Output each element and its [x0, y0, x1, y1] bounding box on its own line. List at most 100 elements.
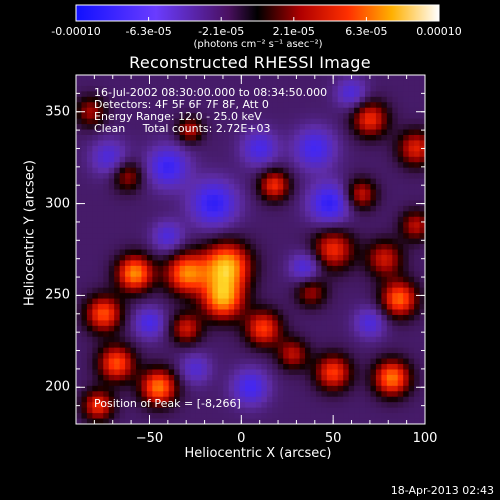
heatmap-cell	[386, 156, 393, 163]
heatmap-cell	[135, 358, 142, 365]
heatmap-cell	[305, 413, 311, 420]
heatmap-cell	[234, 293, 241, 300]
heatmap-cell	[337, 244, 344, 250]
heatmap-cell	[255, 129, 262, 136]
heatmap-cell	[135, 374, 142, 381]
heatmap-cell	[239, 211, 246, 218]
heatmap-cell	[294, 222, 301, 229]
heatmap-cell	[403, 391, 410, 398]
heatmap-cell	[370, 173, 377, 180]
heatmap-cell	[392, 254, 399, 261]
heatmap-cell	[76, 211, 82, 218]
heatmap-cell	[157, 75, 164, 81]
heatmap-cell	[261, 194, 268, 201]
heatmap-cell	[223, 173, 230, 180]
heatmap-cell	[179, 358, 186, 365]
heatmap-cell	[234, 276, 241, 283]
heatmap-cell	[119, 254, 126, 261]
heatmap-cell	[321, 107, 328, 114]
heatmap-cell	[332, 96, 339, 103]
heatmap-cell	[365, 75, 371, 81]
heatmap-cell	[321, 140, 328, 147]
heatmap-cell	[245, 134, 251, 141]
heatmap-cell	[185, 282, 192, 289]
heatmap-cell	[201, 118, 208, 125]
heatmap-cell	[76, 178, 82, 185]
heatmap-cell	[370, 265, 377, 272]
heatmap-cell	[81, 134, 88, 141]
heatmap-cell	[81, 173, 88, 180]
heatmap-cell	[130, 320, 137, 327]
heatmap-cell	[97, 75, 104, 81]
heatmap-cell	[375, 124, 382, 131]
heatmap-cell	[359, 374, 366, 381]
heatmap-cell	[381, 254, 388, 261]
heatmap-cell	[305, 276, 311, 283]
heatmap-cell	[212, 222, 219, 229]
heatmap-cell	[114, 211, 121, 218]
heatmap-cell	[141, 260, 148, 267]
heatmap-cell	[419, 271, 426, 278]
heatmap-cell	[392, 156, 399, 163]
heatmap-cell	[163, 216, 170, 223]
heatmap-cell	[76, 282, 82, 289]
heatmap-cell	[195, 353, 202, 360]
heatmap-cell	[146, 287, 153, 294]
heatmap-cell	[114, 85, 121, 92]
heatmap-cell	[179, 413, 186, 420]
heatmap-cell	[217, 402, 224, 409]
heatmap-cell	[174, 304, 181, 310]
heatmap-cell	[239, 227, 246, 234]
heatmap-cell	[190, 260, 197, 267]
heatmap-cell	[381, 238, 388, 245]
heatmap-cell	[255, 200, 262, 207]
heatmap-cell	[381, 194, 388, 201]
heatmap-cell	[283, 162, 290, 169]
heatmap-cell	[321, 85, 328, 92]
heatmap-cell	[288, 407, 295, 414]
heatmap-cell	[141, 189, 148, 196]
heatmap-cell	[370, 194, 377, 201]
colorbar-unit: (photons cm⁻² s⁻¹ asec⁻²)	[193, 39, 323, 50]
heatmap-cell	[81, 222, 88, 229]
heatmap-cell	[348, 304, 355, 310]
heatmap-cell	[299, 167, 306, 174]
heatmap-cell	[277, 200, 284, 207]
heatmap-cell	[332, 385, 339, 392]
heatmap-cell	[343, 369, 350, 376]
heatmap-cell	[108, 374, 115, 381]
heatmap-cell	[223, 118, 230, 125]
heatmap-cell	[359, 184, 366, 191]
heatmap-cell	[310, 265, 317, 272]
heatmap-cell	[408, 107, 415, 114]
heatmap-cell	[386, 80, 393, 87]
heatmap-cell	[141, 134, 148, 141]
heatmap-cell	[277, 173, 284, 180]
heatmap-cell	[266, 211, 273, 218]
heatmap-cell	[119, 227, 126, 234]
heatmap-cell	[179, 102, 186, 109]
heatmap-cell	[255, 336, 262, 343]
colorbar-tick-label: 2.1e-05	[272, 25, 315, 38]
heatmap-cell	[234, 80, 241, 87]
heatmap-cell	[185, 113, 192, 120]
heatmap-cell	[348, 309, 355, 316]
heatmap-cell	[348, 80, 355, 87]
heatmap-cell	[354, 91, 361, 98]
heatmap-cell	[250, 216, 257, 223]
heatmap-cell	[239, 107, 246, 114]
heatmap-cell	[381, 260, 388, 267]
heatmap-cell	[92, 222, 99, 229]
heatmap-cell	[305, 402, 311, 409]
heatmap-cell	[234, 211, 241, 218]
heatmap-cell	[272, 314, 279, 321]
heatmap-cell	[174, 254, 181, 261]
heatmap-cell	[294, 156, 301, 163]
heatmap-cell	[179, 260, 186, 267]
heatmap-cell	[141, 374, 148, 381]
heatmap-cell	[337, 276, 344, 283]
heatmap-cell	[266, 85, 273, 92]
heatmap-cell	[337, 287, 344, 294]
heatmap-cell	[239, 336, 246, 343]
heatmap-cell	[266, 364, 273, 370]
